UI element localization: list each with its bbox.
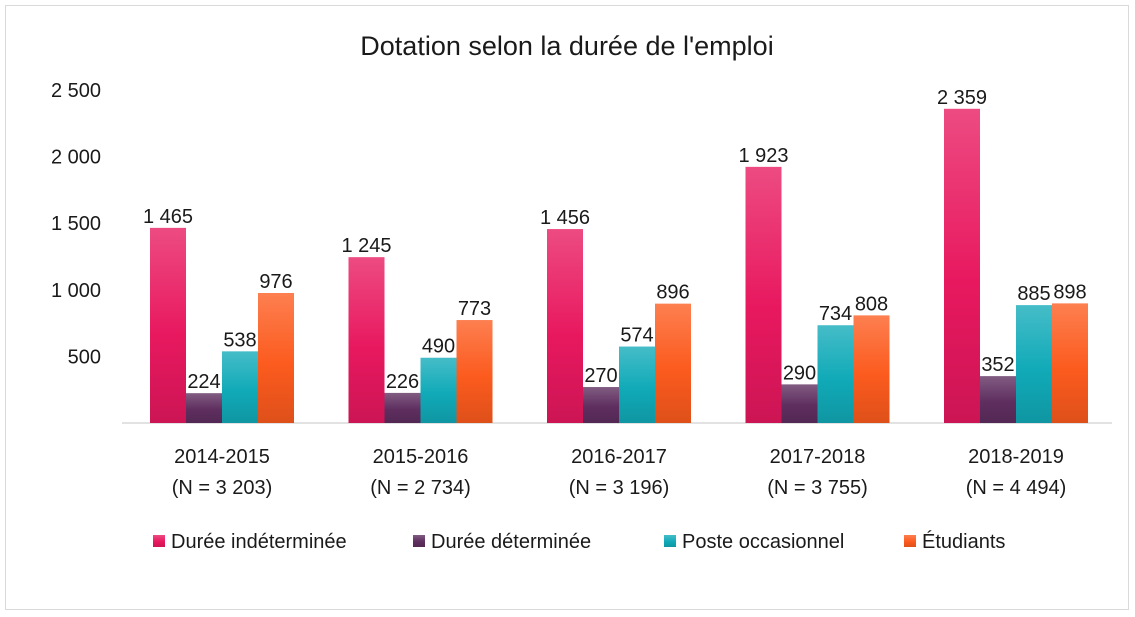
bar-poste-occasionnel-2015-2016 bbox=[420, 357, 457, 423]
data-label: 270 bbox=[584, 365, 617, 387]
legend-label-duree-determinee: Durée déterminée bbox=[431, 531, 591, 553]
bar-etudiants-2017-2018 bbox=[853, 315, 890, 423]
data-label: 976 bbox=[259, 271, 292, 293]
bar-duree-indeterminee-2014-2015 bbox=[150, 227, 186, 423]
data-label: 885 bbox=[1017, 283, 1050, 305]
bar-duree-determinee-2018-2019 bbox=[980, 376, 1016, 423]
legend: Durée indéterminée Durée déterminée Poste … bbox=[153, 530, 1005, 553]
bar-duree-determinee-2016-2017 bbox=[583, 387, 619, 423]
legend-swatch-duree-indeterminee bbox=[153, 535, 165, 547]
legend-label-etudiants: Étudiants bbox=[922, 530, 1005, 553]
bar-duree-indeterminee-2017-2018 bbox=[745, 166, 782, 424]
x-tick-note: (N = 4 494) bbox=[966, 477, 1067, 499]
x-tick-label: 2016-2017 bbox=[571, 446, 667, 468]
bar-duree-indeterminee-2015-2016 bbox=[348, 257, 385, 423]
x-tick-label: 2017-2018 bbox=[770, 446, 866, 468]
x-tick-note: (N = 2 734) bbox=[370, 477, 471, 499]
data-label: 1 245 bbox=[341, 235, 391, 257]
bar-etudiants-2016-2017 bbox=[655, 303, 691, 423]
data-label: 896 bbox=[656, 282, 689, 304]
data-label: 490 bbox=[422, 336, 455, 358]
y-tick-label: 2 500 bbox=[51, 80, 101, 102]
x-tick-label: 2014-2015 bbox=[174, 446, 270, 468]
bar-duree-determinee-2014-2015 bbox=[186, 393, 222, 423]
bar-poste-occasionnel-2014-2015 bbox=[222, 351, 258, 423]
x-tick-label: 2018-2019 bbox=[968, 446, 1064, 468]
data-label: 808 bbox=[855, 293, 888, 315]
y-tick-label: 2 000 bbox=[51, 147, 101, 169]
x-tick-note: (N = 3 755) bbox=[767, 477, 868, 499]
data-label: 1 456 bbox=[540, 207, 590, 229]
y-axis: 500 1 000 1 500 2 000 2 500 bbox=[51, 80, 101, 368]
data-label: 574 bbox=[620, 325, 653, 347]
bar-etudiants-2015-2016 bbox=[456, 320, 493, 423]
bar-duree-indeterminee-2018-2019 bbox=[944, 108, 980, 424]
legend-label-poste-occasionnel: Poste occasionnel bbox=[682, 531, 844, 553]
data-label: 1 465 bbox=[143, 206, 193, 228]
data-label: 538 bbox=[223, 329, 256, 351]
data-label: 224 bbox=[187, 371, 220, 393]
bar-poste-occasionnel-2017-2018 bbox=[817, 325, 854, 423]
x-tick-note: (N = 3 203) bbox=[172, 477, 273, 499]
x-tick-label: 2015-2016 bbox=[373, 446, 469, 468]
x-tick-note: (N = 3 196) bbox=[569, 477, 670, 499]
bar-etudiants-2014-2015 bbox=[258, 292, 294, 423]
bar-duree-determinee-2015-2016 bbox=[384, 392, 421, 423]
data-label: 898 bbox=[1053, 281, 1086, 303]
data-label: 352 bbox=[981, 354, 1014, 376]
y-tick-label: 1 500 bbox=[51, 213, 101, 235]
legend-swatch-etudiants bbox=[904, 535, 916, 547]
data-label: 734 bbox=[819, 303, 852, 325]
y-tick-label: 1 000 bbox=[51, 280, 101, 302]
bar-etudiants-2018-2019 bbox=[1052, 303, 1088, 423]
bar-poste-occasionnel-2016-2017 bbox=[619, 346, 655, 423]
data-label: 2 359 bbox=[937, 87, 987, 109]
legend-label-duree-indeterminee: Durée indéterminée bbox=[171, 531, 347, 553]
data-label: 226 bbox=[386, 371, 419, 393]
chart-title: Dotation selon la durée de l'emploi bbox=[360, 31, 773, 61]
x-axis: 2014-2015 (N = 3 203) 2015-2016 (N = 2 734)… bbox=[172, 446, 1067, 499]
legend-swatch-poste-occasionnel bbox=[664, 535, 676, 547]
bar-duree-determinee-2017-2018 bbox=[781, 384, 818, 423]
data-label: 290 bbox=[783, 362, 816, 384]
legend-swatch-duree-determinee bbox=[413, 535, 425, 547]
y-tick-label: 500 bbox=[68, 346, 101, 368]
bar-poste-occasionnel-2018-2019 bbox=[1016, 305, 1052, 423]
data-label: 773 bbox=[458, 298, 491, 320]
bar-duree-indeterminee-2016-2017 bbox=[547, 229, 583, 423]
data-label: 1 923 bbox=[738, 145, 788, 167]
